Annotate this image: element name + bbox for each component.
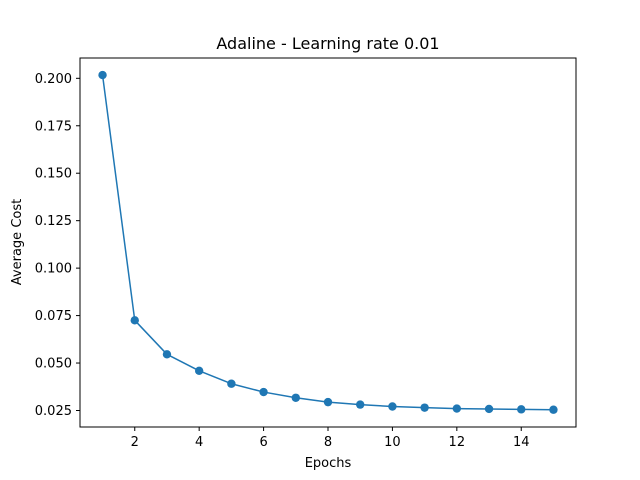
y-tick-label: 0.075	[35, 309, 72, 324]
data-point	[259, 387, 268, 397]
plot-frame	[79, 57, 577, 428]
y-tick-label: 0.200	[35, 72, 72, 87]
series-layer	[98, 70, 558, 414]
x-tick-label: 10	[384, 435, 401, 450]
data-point	[549, 405, 558, 414]
data-point	[291, 393, 300, 402]
y-axis: 0.025 0.050 0.075 0.100 0.125 0.150 0.175 0.200	[35, 72, 80, 419]
data-point	[98, 70, 107, 80]
y-tick-label: 0.100	[35, 262, 72, 277]
data-point	[420, 403, 429, 412]
x-axis: 2 4 6 8 10 12 14	[131, 427, 530, 450]
chart-title: Adaline - Learning rate 0.01	[216, 34, 439, 53]
series-line	[101, 74, 554, 411]
x-tick-label: 4	[195, 435, 203, 450]
x-tick-label: 14	[513, 435, 530, 450]
data-point	[323, 397, 333, 407]
y-tick-label: 0.125	[35, 214, 72, 229]
data-point	[130, 316, 139, 325]
y-tick-label: 0.175	[35, 119, 72, 134]
y-tick-label: 0.050	[35, 357, 72, 372]
x-tick-label: 12	[449, 435, 466, 450]
y-tick-label: 0.025	[35, 404, 72, 419]
data-point	[162, 350, 172, 359]
y-tick-label: 0.150	[35, 167, 72, 182]
x-tick-label: 6	[259, 435, 267, 450]
x-axis-label: Epochs	[305, 456, 352, 471]
data-point	[452, 404, 462, 413]
data-point	[356, 400, 365, 409]
data-point	[517, 405, 526, 414]
data-point	[194, 366, 204, 376]
data-point	[484, 404, 494, 414]
y-axis-label: Average Cost	[10, 199, 25, 285]
x-tick-label: 2	[131, 435, 139, 450]
data-point	[388, 402, 397, 411]
x-tick-label: 8	[324, 435, 332, 450]
data-point	[227, 379, 236, 388]
